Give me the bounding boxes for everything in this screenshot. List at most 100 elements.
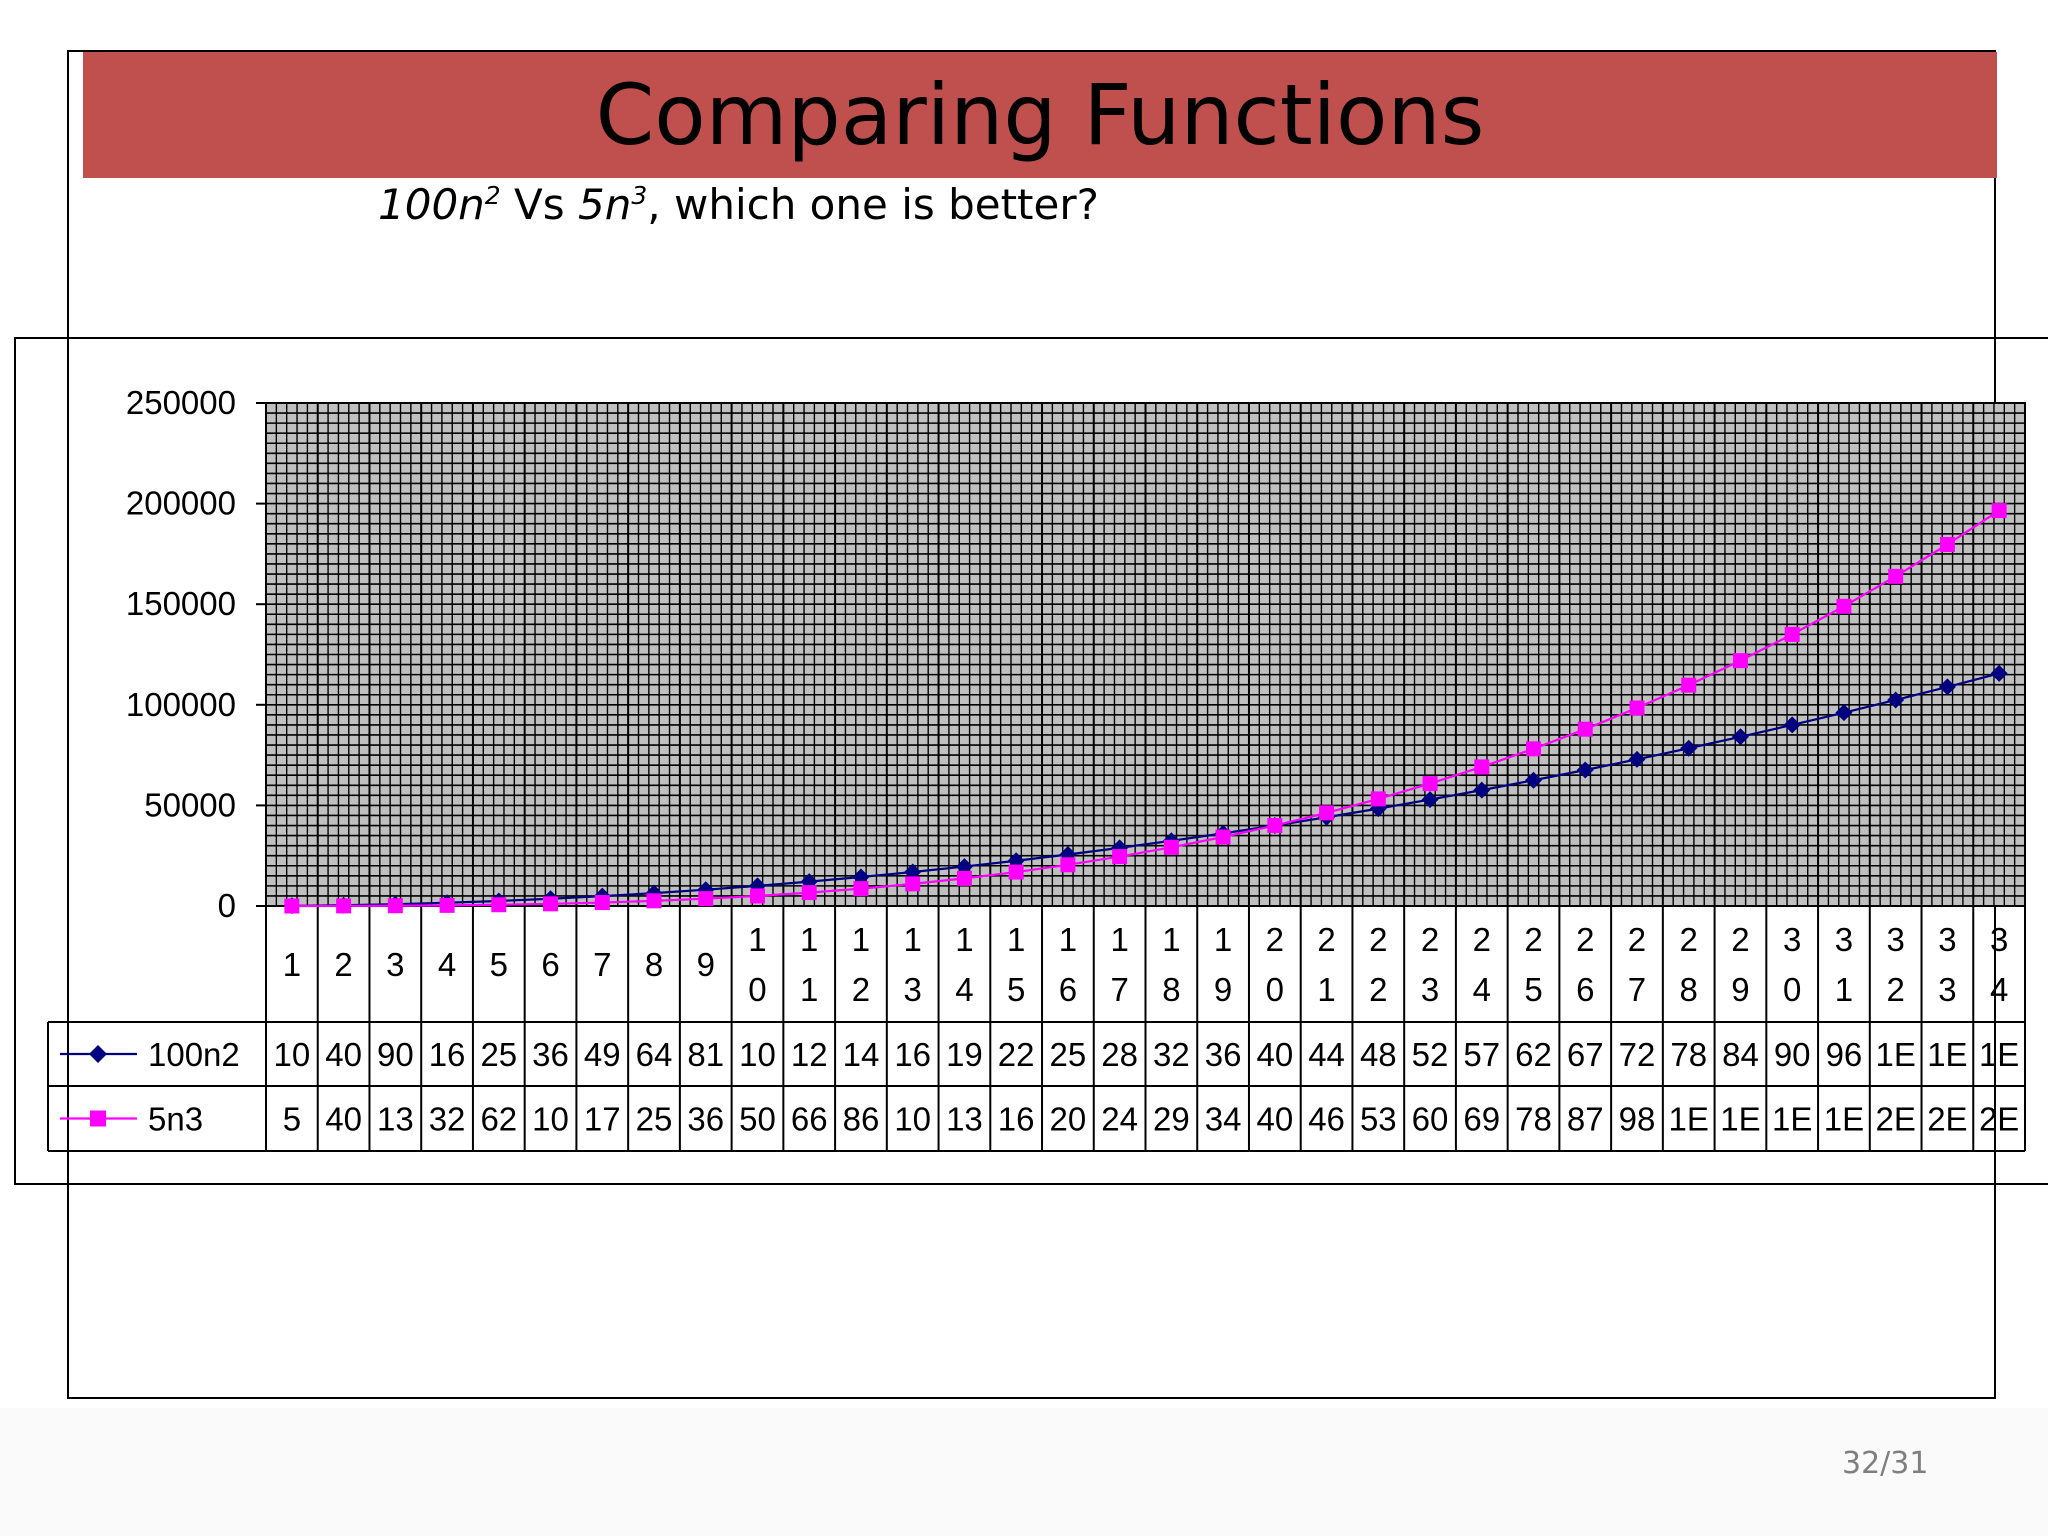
data-point-5n3 <box>1370 791 1386 807</box>
table-value: 62 <box>1515 1036 1552 1073</box>
table-value: 1E <box>1772 1101 1812 1138</box>
y-tick-label: 100000 <box>126 686 236 723</box>
table-value: 28 <box>1101 1036 1138 1073</box>
subtitle-exponent-2: 3 <box>631 181 648 210</box>
x-category-digit: 3 <box>1783 921 1801 958</box>
x-category-digit: 8 <box>1680 971 1698 1008</box>
x-category-digit: 2 <box>1576 921 1594 958</box>
table-value: 40 <box>1256 1101 1293 1138</box>
x-category-label: 5 <box>490 946 508 983</box>
x-category-digit: 3 <box>1421 971 1439 1008</box>
table-value: 1E <box>1927 1036 1967 1073</box>
table-value: 84 <box>1722 1036 1759 1073</box>
x-category-digit: 6 <box>1576 971 1594 1008</box>
table-value: 40 <box>1256 1036 1293 1073</box>
data-point-5n3 <box>905 876 921 892</box>
table-value: 14 <box>843 1036 880 1073</box>
table-value: 46 <box>1308 1101 1345 1138</box>
data-point-5n3 <box>491 897 507 913</box>
x-category-digit: 0 <box>748 971 766 1008</box>
data-point-5n3 <box>1112 849 1128 865</box>
x-category-digit: 0 <box>1783 971 1801 1008</box>
data-point-100n2 <box>1628 750 1646 768</box>
table-value: 5 <box>283 1101 301 1138</box>
data-point-5n3 <box>646 893 662 909</box>
x-category-digit: 3 <box>1938 971 1956 1008</box>
data-point-5n3 <box>1577 721 1593 737</box>
table-value: 2E <box>1979 1101 2019 1138</box>
x-category-digit: 3 <box>1886 921 1904 958</box>
data-point-5n3 <box>1991 503 2007 519</box>
x-category-digit: 1 <box>852 921 870 958</box>
table-value: 72 <box>1619 1036 1656 1073</box>
data-point-100n2 <box>1473 781 1491 799</box>
table-value: 25 <box>1050 1036 1087 1073</box>
x-category-digit: 1 <box>1007 921 1025 958</box>
table-value: 24 <box>1101 1101 1138 1138</box>
data-point-5n3 <box>749 888 765 904</box>
x-category-label: 4 <box>438 946 456 983</box>
subtitle-exponent-1: 2 <box>484 181 501 210</box>
table-value: 25 <box>480 1036 517 1073</box>
data-point-5n3 <box>853 881 869 897</box>
x-category-digit: 1 <box>1835 971 1853 1008</box>
table-value: 1E <box>1669 1101 1709 1138</box>
data-point-5n3 <box>543 896 559 912</box>
series-line-100n2 <box>291 672 2000 907</box>
x-category-label: 6 <box>541 946 559 983</box>
data-point-100n2 <box>1990 664 2008 682</box>
data-point-5n3 <box>336 898 352 914</box>
table-value: 22 <box>998 1036 1035 1073</box>
table-value: 66 <box>791 1101 828 1138</box>
table-value: 1E <box>1875 1036 1915 1073</box>
chart-frame <box>14 337 2048 1185</box>
subtitle-question: , which one is better? <box>647 180 1099 229</box>
data-point-100n2 <box>1576 761 1594 779</box>
x-category-digit: 1 <box>1110 921 1128 958</box>
data-point-100n2 <box>1525 771 1543 789</box>
x-category-digit: 2 <box>1680 921 1698 958</box>
y-tick-label: 250000 <box>126 384 236 421</box>
data-point-100n2 <box>1731 728 1749 746</box>
x-category-digit: 2 <box>1266 921 1284 958</box>
data-point-5n3 <box>1888 568 1904 584</box>
slide-subtitle: 100n2 Vs 5n3, which one is better? <box>378 180 1099 229</box>
x-category-digit: 7 <box>1628 971 1646 1008</box>
data-point-5n3 <box>1836 598 1852 614</box>
x-category-digit: 2 <box>1369 921 1387 958</box>
table-value: 16 <box>429 1036 466 1073</box>
table-value: 1E <box>1824 1101 1864 1138</box>
x-category-digit: 9 <box>1214 971 1232 1008</box>
x-category-digit: 8 <box>1162 971 1180 1008</box>
table-value: 44 <box>1308 1036 1345 1073</box>
data-point-100n2 <box>904 863 922 881</box>
table-value: 2E <box>1875 1101 1915 1138</box>
table-value: 90 <box>377 1036 414 1073</box>
data-point-5n3 <box>1939 536 1955 552</box>
table-value: 1E <box>1720 1101 1760 1138</box>
table-value: 52 <box>1412 1036 1449 1073</box>
x-category-digit: 4 <box>955 971 973 1008</box>
table-value: 48 <box>1360 1036 1397 1073</box>
x-category-digit: 1 <box>800 921 818 958</box>
x-category-digit: 3 <box>1990 921 2008 958</box>
table-value: 13 <box>946 1101 983 1138</box>
x-category-label: 3 <box>386 946 404 983</box>
y-tick-label: 50000 <box>144 786 236 823</box>
data-point-5n3 <box>284 898 300 914</box>
slide-title: Comparing Functions <box>595 66 1485 164</box>
table-value: 1E <box>1979 1036 2019 1073</box>
data-point-5n3 <box>1784 626 1800 642</box>
data-point-5n3 <box>594 895 610 911</box>
table-value: 13 <box>377 1101 414 1138</box>
